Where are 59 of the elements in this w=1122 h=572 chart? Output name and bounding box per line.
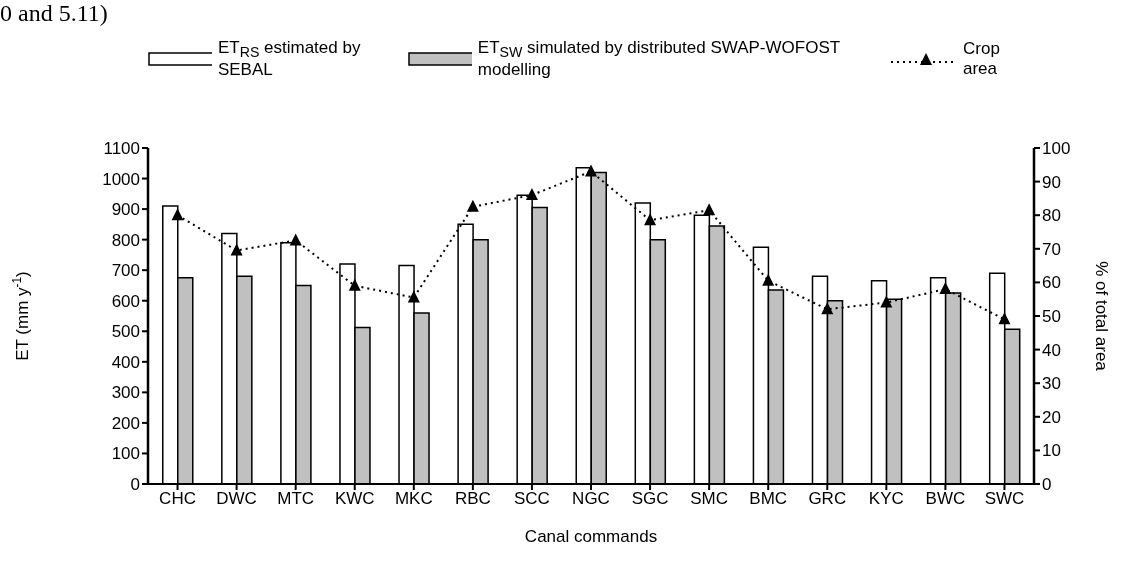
x-tick-label: RBC <box>454 489 491 509</box>
y2-tick-label: 0 <box>1042 475 1052 495</box>
y2-tick-label: 10 <box>1042 441 1061 461</box>
y2-tick-label: 30 <box>1042 374 1061 394</box>
y-tick-label: 900 <box>111 200 140 220</box>
point <box>348 278 361 291</box>
point <box>644 213 657 226</box>
x-tick-label: KYC <box>868 489 904 509</box>
y-tick-label: 200 <box>111 413 140 433</box>
y2-tick-label: 40 <box>1042 340 1061 360</box>
y-tick-label: 1100 <box>103 139 140 159</box>
x-axis-title: Canal commands <box>524 527 658 546</box>
legend-label: ET$_{RS}$ estimated by SEBAL <box>217 38 361 80</box>
y2-tick-label: 60 <box>1042 273 1061 293</box>
x-tick-label: KWC <box>334 489 375 509</box>
point <box>171 208 184 221</box>
point <box>821 302 834 315</box>
y-tick-label: 300 <box>111 383 140 403</box>
y-tick-label: 1000 <box>102 169 140 189</box>
point <box>762 273 775 286</box>
x-tick-label: SMC <box>690 489 729 509</box>
y2-tick-label: 50 <box>1042 307 1061 327</box>
y2-tick-label: 70 <box>1042 239 1061 259</box>
y2-tick-label: 80 <box>1042 206 1061 226</box>
x-tick-label: NGC <box>572 489 610 509</box>
legend-label: Crop area <box>963 39 1000 79</box>
x-tick-label: BMC <box>749 489 788 509</box>
y-tick-label: 700 <box>111 261 140 281</box>
point <box>289 233 302 246</box>
y2-tick-label: 20 <box>1042 407 1061 427</box>
x-tick-label: SCC <box>513 489 550 509</box>
point <box>880 295 893 308</box>
y-tick-label: 400 <box>111 352 140 372</box>
point <box>407 290 420 303</box>
x-tick-label: CHC <box>159 489 196 509</box>
x-tick-label: SWC <box>984 489 1025 509</box>
x-tick-label: MTC <box>277 489 315 509</box>
x-tick-label: SGC <box>631 489 669 509</box>
y-tick-label: 0 <box>130 475 140 495</box>
point <box>230 243 243 256</box>
text: 0 and 5.11) <box>0 0 108 27</box>
point <box>998 312 1011 325</box>
y-tick-label: 800 <box>111 230 140 250</box>
point <box>466 199 479 212</box>
y2-tick-label: 100 <box>1042 139 1071 159</box>
point <box>939 282 952 295</box>
x-tick-label: BWC <box>925 489 966 509</box>
legend-label: ET$_{SW}$ simulated by distributed SWAP-WOFOST modelling <box>477 38 840 80</box>
point <box>703 203 716 216</box>
x-tick-label: MKC <box>394 489 433 509</box>
y2-tick-label: 90 <box>1042 172 1061 192</box>
y2-axis-title: % of total area <box>1092 261 1111 372</box>
y-tick-label: 500 <box>111 322 140 342</box>
x-tick-label: GRC <box>808 489 847 509</box>
y-tick-label: 100 <box>111 444 140 464</box>
point <box>585 164 597 177</box>
point <box>525 188 538 201</box>
y-tick-label: 600 <box>111 291 140 311</box>
x-tick-label: DWC <box>216 489 257 509</box>
